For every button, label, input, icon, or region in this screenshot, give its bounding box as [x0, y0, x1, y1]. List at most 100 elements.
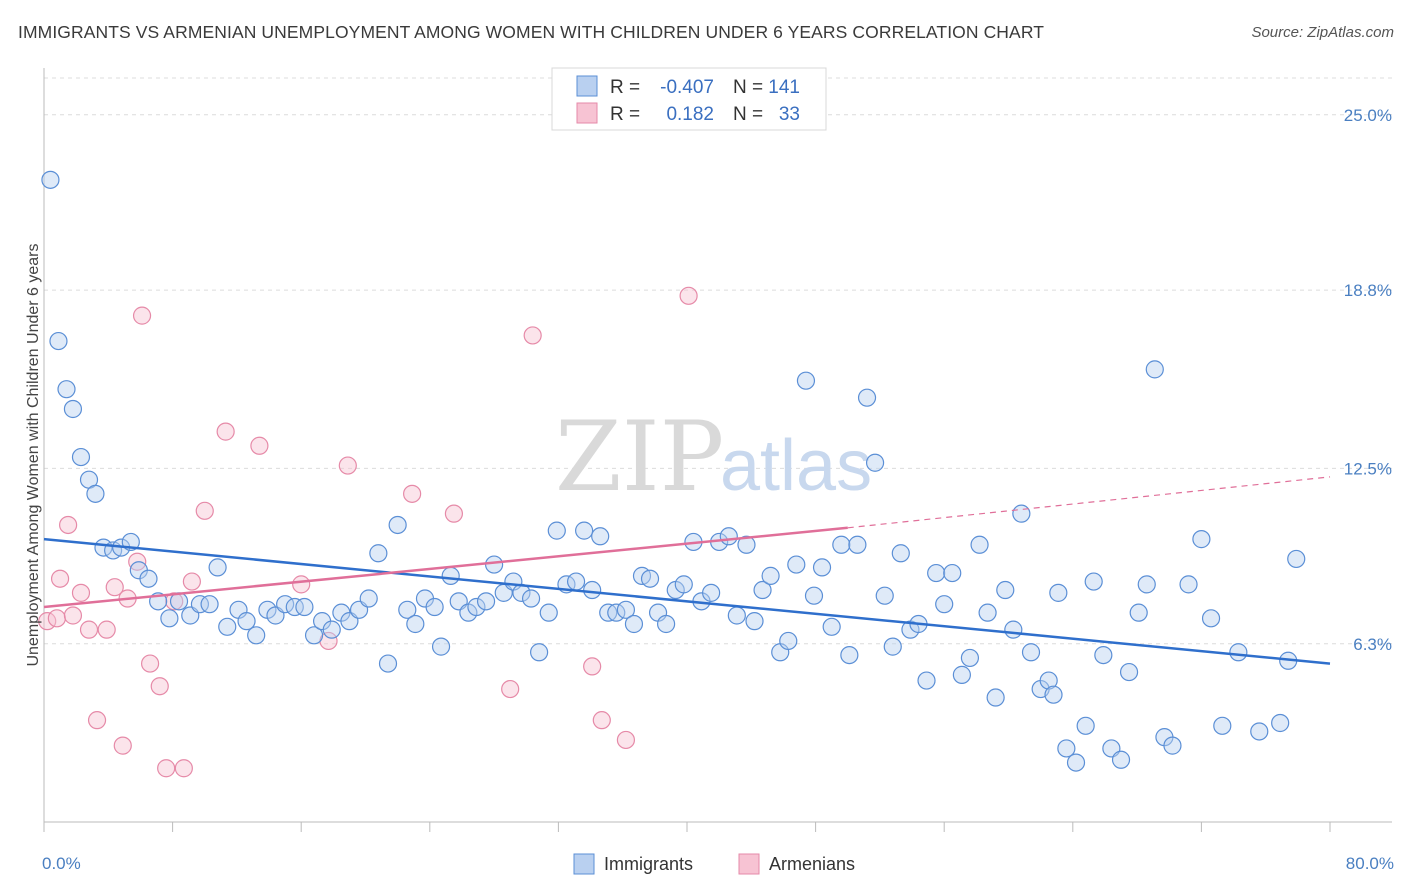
immigrants-point — [1111, 750, 1131, 769]
legend-n-label-2: N = — [733, 104, 763, 125]
armenians-point — [195, 501, 214, 520]
immigrants-point — [822, 617, 841, 636]
immigrants-point — [753, 580, 772, 600]
armenians-point — [501, 679, 520, 699]
chart-title: IMMIGRANTS VS ARMENIAN UNEMPLOYMENT AMON… — [18, 22, 1045, 42]
legend-box — [551, 67, 827, 131]
immigrants-point — [1066, 753, 1086, 772]
armenians-point — [679, 286, 698, 305]
immigrants-point — [57, 380, 76, 399]
immigrants-point — [804, 586, 824, 605]
immigrants-point — [378, 654, 398, 673]
immigrants-point — [779, 631, 798, 651]
immigrants-point — [1250, 722, 1269, 741]
armenians-point — [113, 736, 132, 755]
armenians-point — [403, 484, 422, 503]
immigrants-point — [727, 606, 746, 625]
immigrants-point — [891, 544, 910, 563]
bottom-legend-label-armenians: Armenians — [769, 854, 855, 874]
immigrants-point — [865, 453, 885, 472]
immigrants-point — [702, 583, 721, 602]
watermark-atlas: atlas — [720, 426, 872, 506]
immigrants-point — [583, 580, 602, 600]
immigrants-point — [530, 643, 549, 662]
immigrants-point — [467, 597, 486, 617]
immigrants-point — [640, 569, 660, 588]
immigrants-point — [1287, 549, 1306, 569]
immigrants-point — [160, 609, 179, 628]
y-tick-label: 6.3% — [1353, 635, 1392, 654]
immigrants-point — [388, 515, 407, 535]
immigrants-point — [927, 563, 946, 583]
immigrants-point — [1057, 739, 1076, 758]
immigrants-point — [398, 600, 417, 619]
immigrants-point — [1039, 671, 1058, 690]
armenians-point — [523, 326, 542, 345]
armenians-point — [616, 730, 636, 750]
immigrants-point — [539, 603, 558, 622]
armenians-point — [157, 759, 176, 778]
immigrants-point — [952, 665, 971, 684]
immigrants-point — [674, 575, 693, 594]
immigrants-point — [848, 535, 867, 554]
bottom-legend-swatch-armenians — [738, 853, 760, 875]
armenians-point — [250, 436, 269, 455]
immigrants-point — [616, 600, 636, 619]
immigrants-point — [591, 527, 610, 546]
legend-r-label-1: R = — [610, 77, 640, 98]
y-tick-label: 18.8% — [1344, 281, 1392, 300]
y-tick-labels: 6.3% 12.5% 18.8% 25.0% — [1344, 106, 1392, 654]
immigrants-point — [566, 572, 586, 591]
immigrants-point — [295, 597, 314, 617]
armenians-point — [216, 422, 235, 441]
immigrants-point — [812, 558, 832, 577]
immigrants-point — [218, 617, 237, 636]
immigrants-point — [1021, 643, 1041, 662]
immigrants-point — [832, 535, 851, 554]
immigrants-point — [1213, 716, 1232, 735]
source-label: Source: ZipAtlas.com — [1251, 24, 1394, 41]
immigrants-point — [719, 527, 738, 546]
immigrants-point — [41, 170, 60, 189]
watermark: ZIP atlas — [555, 401, 872, 513]
immigrants-point — [737, 535, 756, 554]
armenians-trend-extension — [847, 476, 1331, 529]
legend-n-value-1: 141 — [768, 77, 800, 98]
immigrants-point — [624, 614, 644, 634]
watermark-zip: ZIP — [555, 401, 724, 513]
immigrants-point — [1201, 609, 1221, 628]
immigrants-point — [441, 566, 460, 585]
immigrants-point — [1163, 736, 1182, 755]
immigrants-point — [431, 637, 451, 656]
x-tick-label-min: 0.0% — [42, 854, 81, 873]
immigrants-point — [1137, 575, 1156, 594]
immigrants-point — [208, 558, 227, 577]
armenians-point — [47, 609, 66, 628]
immigrants-point — [657, 614, 676, 634]
immigrants-point — [247, 626, 266, 645]
armenians-point — [140, 654, 160, 673]
immigrants-point — [787, 555, 806, 574]
immigrants-point — [285, 597, 304, 617]
immigrants-point — [943, 563, 962, 583]
armenians-point — [63, 606, 83, 625]
immigrants-point — [304, 626, 324, 645]
x-tick-labels: 0.0% 80.0% — [42, 854, 1394, 873]
immigrants-point — [960, 648, 980, 668]
bottom-legend: Immigrants Armenians — [573, 853, 855, 875]
immigrants-point — [86, 484, 105, 503]
immigrants-point — [49, 331, 68, 351]
immigrants-point — [139, 569, 158, 588]
legend-swatch-immigrants — [576, 75, 598, 97]
immigrants-point — [547, 521, 566, 540]
armenians-point — [583, 657, 602, 676]
armenians-point — [182, 572, 201, 591]
immigrants-point — [1044, 685, 1063, 704]
immigrants-point — [575, 521, 594, 540]
immigrants-point — [970, 535, 989, 554]
immigrants-points — [41, 170, 1306, 772]
bottom-legend-label-immigrants: Immigrants — [604, 854, 693, 874]
immigrants-point — [840, 645, 859, 665]
legend-r-label-2: R = — [610, 104, 640, 125]
